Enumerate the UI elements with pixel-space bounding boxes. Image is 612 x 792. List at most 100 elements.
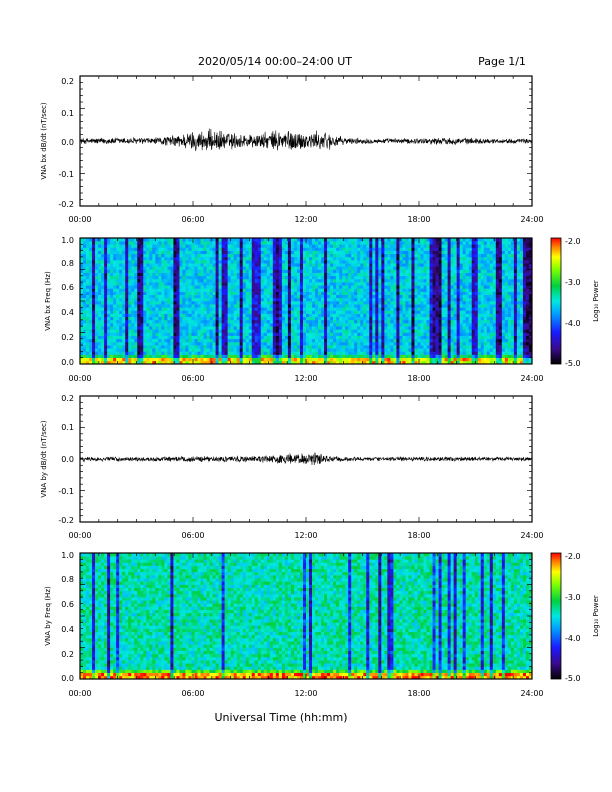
spectrogram-cell [272, 360, 277, 365]
spectrogram-cell [194, 241, 198, 245]
spectrogram-cell [324, 253, 328, 258]
spectrogram-cell [251, 247, 256, 251]
spectrogram-cell [327, 301, 331, 305]
spectrogram-cell [411, 351, 415, 355]
spectrogram-cell [254, 319, 259, 324]
spectrogram-cell [366, 304, 370, 308]
spectrogram-cell [342, 313, 346, 318]
spectrogram-cell [218, 263, 222, 267]
spectrogram-cell [348, 310, 352, 314]
spectrogram-cell [426, 291, 430, 295]
spectrogram-cell [309, 275, 313, 280]
spectrogram-cell [318, 307, 322, 311]
spectrogram-cell [260, 316, 265, 321]
spectrogram-cell [348, 341, 352, 346]
spectrogram-cell [197, 348, 201, 352]
spectrogram-cell [119, 304, 123, 308]
spectrogram-cell [330, 341, 334, 346]
spectrogram-cell [230, 278, 234, 283]
spectrogram-cell [95, 351, 99, 355]
spectrogram-cell [95, 238, 99, 242]
spectrogram-cell [152, 345, 156, 349]
spectrogram-cell [402, 269, 406, 273]
spectrogram-cell [230, 332, 234, 336]
spectrogram-cell [227, 272, 231, 277]
spectrogram-cell [333, 272, 337, 277]
spectrogram-cell [420, 360, 424, 365]
spectrogram-cell [339, 335, 343, 340]
spectrogram-cell [176, 241, 180, 245]
spectrogram-cell [206, 278, 210, 283]
spectrogram-cell [390, 247, 394, 251]
spectrogram-cell [158, 244, 162, 248]
spectrogram-cell [113, 247, 117, 251]
spectrogram-cell [161, 326, 165, 330]
spectrogram-cell [89, 338, 93, 343]
spectrogram-cell [227, 266, 231, 270]
spectrogram-cell [390, 323, 394, 327]
spectrogram-cell [251, 275, 256, 280]
spectrogram-cell [327, 313, 331, 318]
spectrogram-cell [224, 297, 228, 302]
spectrogram-cell [143, 319, 147, 324]
spectrogram-cell [86, 282, 90, 286]
spectrogram-cell [80, 326, 84, 330]
spectrogram-cell [438, 357, 442, 362]
spectrogram-cell [143, 260, 147, 264]
spectrogram-cell [134, 244, 138, 248]
spectrogram-cell [351, 332, 355, 336]
spectrogram-cell [417, 288, 421, 292]
spectrogram-cell [321, 247, 325, 251]
spectrogram-cell [113, 341, 117, 346]
spectrogram-cell [107, 244, 111, 248]
spectrogram-cell [417, 244, 421, 248]
spectrogram-cell [321, 329, 325, 333]
spectrogram-cell [321, 345, 325, 349]
spectrogram-cell [333, 301, 337, 305]
spectrogram-cell [125, 332, 129, 336]
spectrogram-cell [149, 253, 153, 258]
spectrogram-cell [333, 319, 337, 324]
spectrogram-cell [119, 323, 123, 327]
spectrogram-cell [245, 354, 250, 358]
spectrogram-cell [396, 338, 400, 343]
spectrogram-cell [80, 304, 84, 308]
spectrogram-cell [218, 297, 222, 302]
spectrogram-cell [357, 345, 361, 349]
spectrogram-cell [140, 326, 144, 330]
spectrogram-cell [119, 348, 123, 352]
spectrogram-cell [245, 348, 250, 352]
spectrogram-cell [296, 326, 301, 330]
spectrogram-cell [384, 266, 388, 270]
spectrogram-cell [119, 319, 123, 324]
spectrogram-cell [411, 326, 415, 330]
spectrogram-cell [339, 260, 343, 264]
spectrogram-cell [441, 351, 445, 355]
spectrogram-cell [275, 345, 280, 349]
spectrogram-cell [396, 301, 400, 305]
spectrogram-cell [80, 285, 84, 289]
spectrogram-cell [110, 244, 114, 248]
spectrogram-cell [116, 297, 120, 302]
spectrogram-cell [116, 326, 120, 330]
spectrogram-cell [266, 332, 271, 336]
spectrogram-cell [324, 278, 328, 283]
spectrogram-cell [290, 357, 295, 362]
spectrogram-cell [191, 247, 195, 251]
spectrogram-cell [432, 266, 436, 270]
spectrogram-cell [203, 247, 207, 251]
spectrogram-cell [369, 338, 373, 343]
spectrogram-cell [411, 244, 415, 248]
spectrogram-cell [336, 332, 340, 336]
spectrogram-cell [411, 310, 415, 314]
spectrogram-cell [236, 341, 240, 346]
spectrogram-cell [209, 323, 213, 327]
spectrogram-cell [402, 244, 406, 248]
spectrogram-cell [330, 256, 334, 261]
spectrogram-cell [86, 332, 90, 336]
spectrogram-cell [429, 263, 433, 267]
spectrogram-cell [206, 341, 210, 346]
spectrogram-cell [345, 253, 349, 258]
spectrogram-cell [372, 335, 376, 340]
spectrogram-cell [369, 244, 373, 248]
